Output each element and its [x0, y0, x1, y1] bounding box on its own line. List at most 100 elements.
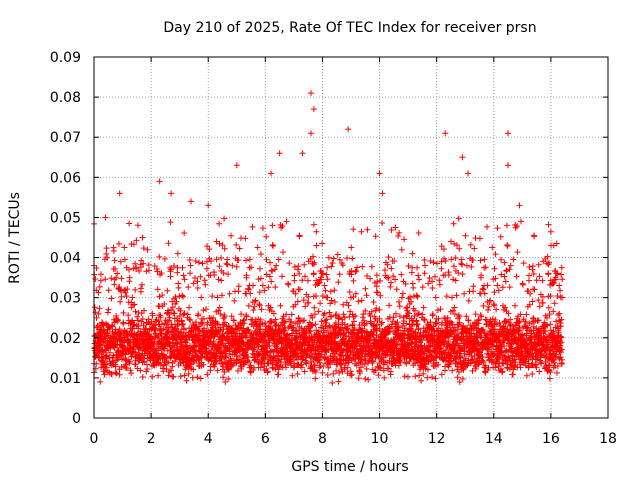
data-point: [115, 240, 122, 247]
data-point: [267, 259, 274, 266]
data-point: [117, 258, 124, 265]
data-point: [179, 321, 186, 328]
chart-title: Day 210 of 2025, Rate Of TEC Index for r…: [163, 20, 536, 36]
data-point: [123, 293, 130, 300]
data-point: [129, 294, 136, 301]
data-point: [189, 374, 196, 381]
data-point: [186, 304, 193, 311]
data-point: [238, 311, 245, 318]
data-point: [96, 305, 103, 312]
data-point: [271, 266, 278, 273]
data-point: [253, 323, 260, 330]
data-point: [106, 354, 113, 361]
data-point: [113, 370, 120, 377]
data-point: [232, 321, 239, 328]
data-point: [269, 326, 276, 333]
data-point: [154, 286, 161, 293]
data-point: [132, 260, 139, 267]
data-point: [174, 250, 181, 257]
data-point: [171, 310, 178, 317]
data-point: [243, 332, 250, 339]
data-point: [211, 363, 218, 370]
data-point: [111, 330, 118, 337]
data-point: [103, 361, 110, 368]
data-point: [229, 362, 236, 369]
data-point: [163, 366, 170, 373]
data-point: [260, 363, 267, 370]
data-point: [270, 310, 277, 317]
data-point: [140, 260, 147, 267]
data-point: [138, 318, 145, 325]
data-point: [139, 374, 146, 381]
data-point: [161, 255, 168, 262]
data-point: [167, 273, 174, 280]
data-point: [190, 280, 197, 287]
data-point: [191, 275, 198, 282]
data-point: [210, 339, 217, 346]
data-point: [214, 367, 221, 374]
data-point: [164, 287, 171, 294]
data-point: [181, 310, 188, 317]
data-point: [126, 266, 133, 273]
data-point: [230, 317, 237, 324]
data-point: [97, 271, 104, 278]
data-point: [250, 306, 257, 313]
data-point: [132, 361, 139, 368]
data-point: [155, 318, 162, 325]
data-point: [201, 277, 208, 284]
data-point: [91, 304, 98, 311]
data-point: [213, 238, 220, 245]
data-point: [252, 297, 259, 304]
data-point: [116, 326, 123, 333]
data-point: [223, 260, 230, 267]
data-point: [245, 326, 252, 333]
data-point: [236, 245, 243, 252]
data-point: [180, 272, 187, 279]
data-point: [121, 244, 128, 251]
data-point: [256, 289, 263, 296]
data-point: [169, 351, 176, 358]
data-point: [267, 319, 274, 326]
x-tick-label: 6: [261, 431, 270, 447]
data-point: [256, 301, 263, 308]
data-point: [130, 302, 137, 309]
y-axis-label: ROTI / TECUs: [7, 192, 23, 284]
data-point: [157, 314, 164, 321]
data-point: [273, 262, 280, 269]
x-tick-label: 12: [428, 431, 446, 447]
data-point: [252, 356, 259, 363]
data-point: [234, 367, 241, 374]
data-point: [259, 321, 266, 328]
data-point: [159, 292, 166, 299]
data-point: [155, 372, 162, 379]
data-point: [194, 278, 201, 285]
data-point: [198, 294, 205, 301]
data-point: [181, 276, 188, 283]
data-point: [214, 294, 221, 301]
data-point: [183, 377, 190, 384]
data-point: [175, 284, 182, 291]
data-point: [95, 310, 102, 317]
data-point: [235, 283, 242, 290]
data-point: [151, 327, 158, 334]
data-point: [158, 270, 165, 277]
data-point: [202, 281, 209, 288]
data-point: [102, 276, 109, 283]
data-point: [112, 265, 119, 272]
data-point: [269, 222, 276, 229]
data-point: [153, 265, 160, 272]
data-point: [194, 285, 201, 292]
data-point: [180, 346, 187, 353]
data-point: [216, 220, 223, 227]
data-point: [246, 330, 253, 337]
data-point: [141, 352, 148, 359]
data-point: [114, 270, 121, 277]
data-point: [117, 298, 124, 305]
data-point: [110, 352, 117, 359]
data-point: [259, 282, 266, 289]
data-point: [245, 286, 252, 293]
data-point: [267, 304, 274, 311]
x-tick-label: 0: [90, 431, 99, 447]
data-point: [265, 360, 272, 367]
data-point: [275, 366, 282, 373]
